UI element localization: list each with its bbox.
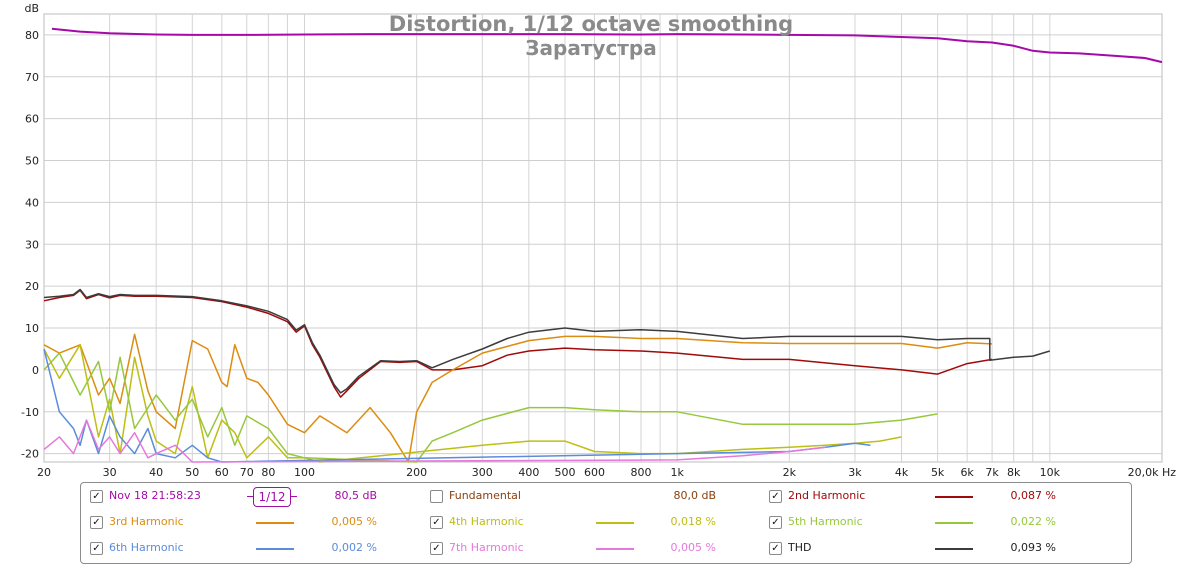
6th-harmonic-label: 6th Harmonic <box>109 541 184 554</box>
y-tick-label: 20 <box>25 280 39 293</box>
x-tick-label: 200 <box>406 466 427 479</box>
measurement-value: 80,5 dB <box>334 489 377 502</box>
measurement-label: Nov 18 21:58:23 <box>109 489 201 502</box>
x-tick-label: 80 <box>261 466 275 479</box>
x-tick-label: 2k <box>783 466 797 479</box>
x-tick-label: 70 <box>240 466 254 479</box>
y-tick-label: 0 <box>32 364 39 377</box>
plot-area <box>43 13 1163 463</box>
3rd-harmonic-swatch <box>256 522 294 524</box>
4th-harmonic-checkbox[interactable]: ✓ <box>430 516 443 529</box>
y-tick-label: 30 <box>25 238 39 251</box>
x-tick-label: 800 <box>631 466 652 479</box>
x-tick-label: 3k <box>848 466 862 479</box>
2nd-harmonic-checkbox[interactable]: ✓ <box>769 490 782 503</box>
x-tick-label: 30 <box>103 466 117 479</box>
3rd-harmonic-label: 3rd Harmonic <box>109 515 184 528</box>
4th-harmonic-swatch <box>596 522 634 524</box>
series-line-7th-harmonic <box>43 419 826 463</box>
6th-harmonic-swatch <box>256 548 294 550</box>
4th-harmonic-label: 4th Harmonic <box>449 515 524 528</box>
chart-title: Distortion, 1/12 octave smoothing <box>388 12 794 36</box>
x-tick-label: 500 <box>554 466 575 479</box>
6th-harmonic-value: 0,002 % <box>331 541 377 554</box>
y-axis-label: dB <box>24 2 39 15</box>
y-tick-label: 60 <box>25 113 39 126</box>
x-tick-label: 300 <box>472 466 493 479</box>
legend-panel: ✓ Nov 18 21:58:23 1/12 80,5 dB ✓ Fundame… <box>80 482 1132 564</box>
legend-row: ✓ 3rd Harmonic 0,005 % ✓ 4th Harmonic 0,… <box>81 509 1131 535</box>
2nd-harmonic-label: 2nd Harmonic <box>788 489 866 502</box>
chart-subtitle: Заратустра <box>525 36 657 60</box>
legend-row: ✓ 6th Harmonic 0,002 % ✓ 7th Harmonic 0,… <box>81 535 1131 561</box>
y-tick-label: -10 <box>21 406 39 419</box>
7th-harmonic-checkbox[interactable]: ✓ <box>430 542 443 555</box>
thd-checkbox[interactable]: ✓ <box>769 542 782 555</box>
x-tick-label: 6k <box>960 466 974 479</box>
fundamental-checkbox[interactable]: ✓ <box>430 490 443 503</box>
x-tick-label: 20 <box>37 466 51 479</box>
thd-label: THD <box>788 541 812 554</box>
smoothing-badge[interactable]: 1/12 <box>247 487 297 507</box>
x-tick-label: 8k <box>1007 466 1021 479</box>
fundamental-label: Fundamental <box>449 489 521 502</box>
2nd-harmonic-swatch <box>935 496 973 498</box>
7th-harmonic-swatch <box>596 548 634 550</box>
series-line-fundamental <box>51 27 1163 64</box>
5th-harmonic-label: 5th Harmonic <box>788 515 863 528</box>
series-line-thd <box>43 288 1051 394</box>
x-tick-label: 20,0k Hz <box>1128 466 1177 479</box>
x-tick-label: 50 <box>185 466 199 479</box>
y-tick-label: 10 <box>25 322 39 335</box>
5th-harmonic-value: 0,022 % <box>1010 515 1056 528</box>
y-tick-label: 40 <box>25 196 39 209</box>
legend-row: ✓ Nov 18 21:58:23 1/12 80,5 dB ✓ Fundame… <box>81 483 1131 509</box>
x-tick-label: 5k <box>931 466 945 479</box>
series-line-2nd-harmonic <box>43 289 993 398</box>
x-tick-label: 60 <box>215 466 229 479</box>
5th-harmonic-checkbox[interactable]: ✓ <box>769 516 782 529</box>
measurement-checkbox[interactable]: ✓ <box>90 490 103 503</box>
3rd-harmonic-checkbox[interactable]: ✓ <box>90 516 103 529</box>
fundamental-value: 80,0 dB <box>673 489 716 502</box>
thd-value: 0,093 % <box>1010 541 1056 554</box>
x-tick-label: 7k <box>985 466 999 479</box>
4th-harmonic-value: 0,018 % <box>670 515 716 528</box>
2nd-harmonic-value: 0,087 % <box>1010 489 1056 502</box>
6th-harmonic-checkbox[interactable]: ✓ <box>90 542 103 555</box>
7th-harmonic-value: 0,005 % <box>670 541 716 554</box>
series-line-5th-harmonic <box>43 352 938 463</box>
x-tick-label: 1k <box>670 466 684 479</box>
x-tick-label: 4k <box>895 466 909 479</box>
3rd-harmonic-value: 0,005 % <box>331 515 377 528</box>
y-tick-label: 70 <box>25 71 39 84</box>
y-tick-label: 50 <box>25 155 39 168</box>
x-tick-label: 10k <box>1040 466 1061 479</box>
x-tick-label: 600 <box>584 466 605 479</box>
x-tick-label: 40 <box>149 466 163 479</box>
x-tick-label: 100 <box>294 466 315 479</box>
5th-harmonic-swatch <box>935 522 973 524</box>
7th-harmonic-label: 7th Harmonic <box>449 541 524 554</box>
series-line-3rd-harmonic <box>43 333 993 463</box>
x-tick-label: 400 <box>518 466 539 479</box>
thd-swatch <box>935 548 973 550</box>
y-tick-label: 80 <box>25 29 39 42</box>
y-tick-label: -20 <box>21 448 39 461</box>
